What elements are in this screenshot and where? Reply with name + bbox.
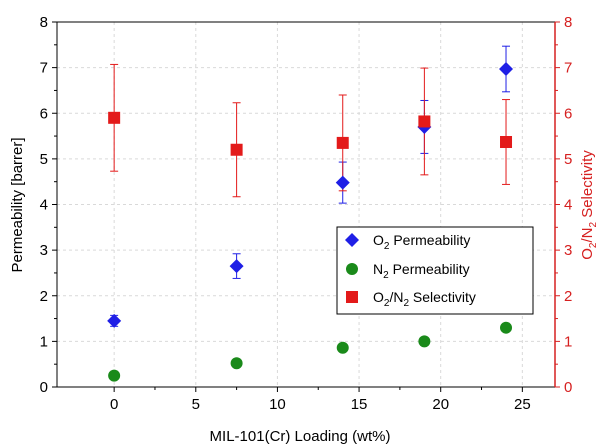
data-marks [107,61,514,382]
data-point-o2 [107,313,122,328]
legend-sel-pre: O [373,289,384,305]
left-tick-label: 4 [40,197,48,214]
right-tick-label: 6 [564,105,572,122]
left-tick-label: 2 [40,288,48,305]
legend-box [336,226,534,315]
right-tick-label: 4 [564,197,572,214]
bottom-tick-label: 5 [192,396,200,413]
data-point-n2 [230,357,243,370]
legend-marker-n2 [346,263,358,275]
grid [57,21,555,388]
data-point-n2 [418,335,431,348]
left-tick-label: 3 [40,242,48,259]
right-tick-label: 1 [564,333,572,350]
legend: O2 Permeability N2 Permeability O2/N2 Se… [336,226,534,315]
left-tick-label: 8 [40,14,48,31]
data-point-o2 [229,259,244,274]
data-point-sel [500,135,513,148]
data-point-n2 [108,369,121,382]
legend-sel-post: Selectivity [409,289,476,305]
legend-marker-o2 [345,233,359,247]
legend-n2-pre: N [373,261,383,277]
right-tick-label: 5 [564,151,572,168]
legend-n2-post: Permeability [389,261,470,277]
bottom-tick-label: 0 [110,396,118,413]
left-axis: 0 1 2 3 4 5 6 7 8 [40,14,57,396]
legend-entry-n2: N2 Permeability [346,261,470,281]
legend-o2-sub: 2 [384,241,390,252]
data-point-sel [336,136,349,149]
x-axis-title: MIL-101(Cr) Loading (wt%) [210,428,391,445]
bottom-tick-label: 20 [432,396,449,413]
y2-axis-title: O2/N2 Selectivity [579,150,599,260]
right-axis: 0 1 2 3 4 5 6 7 8 [554,14,572,396]
data-point-o2 [335,175,350,190]
legend-o2-post: Permeability [389,232,470,248]
data-point-sel [418,115,431,128]
data-point-n2 [500,321,513,334]
legend-entry-selectivity: O2/N2 Selectivity [346,289,476,309]
left-tick-label: 7 [40,60,48,77]
y2-title-sub2: 2 [588,222,599,228]
data-point-n2 [336,341,349,354]
y2-title-pre: O [579,248,596,260]
left-tick-label: 0 [40,379,48,396]
right-tick-label: 0 [564,379,572,396]
y2-title-sub1: 2 [588,242,599,248]
svg-text:O2 Permeability: O2 Permeability [373,232,470,252]
bottom-tick-label: 25 [514,396,531,413]
bottom-tick-label: 15 [351,396,368,413]
legend-marker-selectivity [346,291,358,303]
bottom-tick-label: 10 [269,396,286,413]
y-axis-title: Permeability [barrer] [9,137,26,272]
legend-sel-mid: /N [389,289,403,305]
legend-entry-o2: O2 Permeability [345,232,470,252]
legend-n2-sub: 2 [383,270,389,281]
right-tick-label: 2 [564,288,572,305]
legend-sel-sub: 2 [384,298,390,309]
y2-title-post: Selectivity [579,150,596,222]
y2-title-mid: /N [579,228,596,243]
right-tick-label: 7 [564,60,572,77]
bottom-axis: 0 5 10 15 20 25 [110,387,531,413]
legend-sel-sub2: 2 [403,298,409,309]
right-tick-label: 8 [564,14,572,31]
left-tick-label: 1 [40,333,48,350]
legend-o2-pre: O [373,232,384,248]
data-point-o2 [499,61,514,76]
svg-text:O2/N2 Selectivity: O2/N2 Selectivity [373,289,476,309]
data-point-sel [108,111,121,124]
left-tick-label: 5 [40,151,48,168]
data-point-sel [230,143,243,156]
svg-text:N2 Permeability: N2 Permeability [373,261,470,281]
right-tick-label: 3 [564,242,572,259]
left-tick-label: 6 [40,105,48,122]
